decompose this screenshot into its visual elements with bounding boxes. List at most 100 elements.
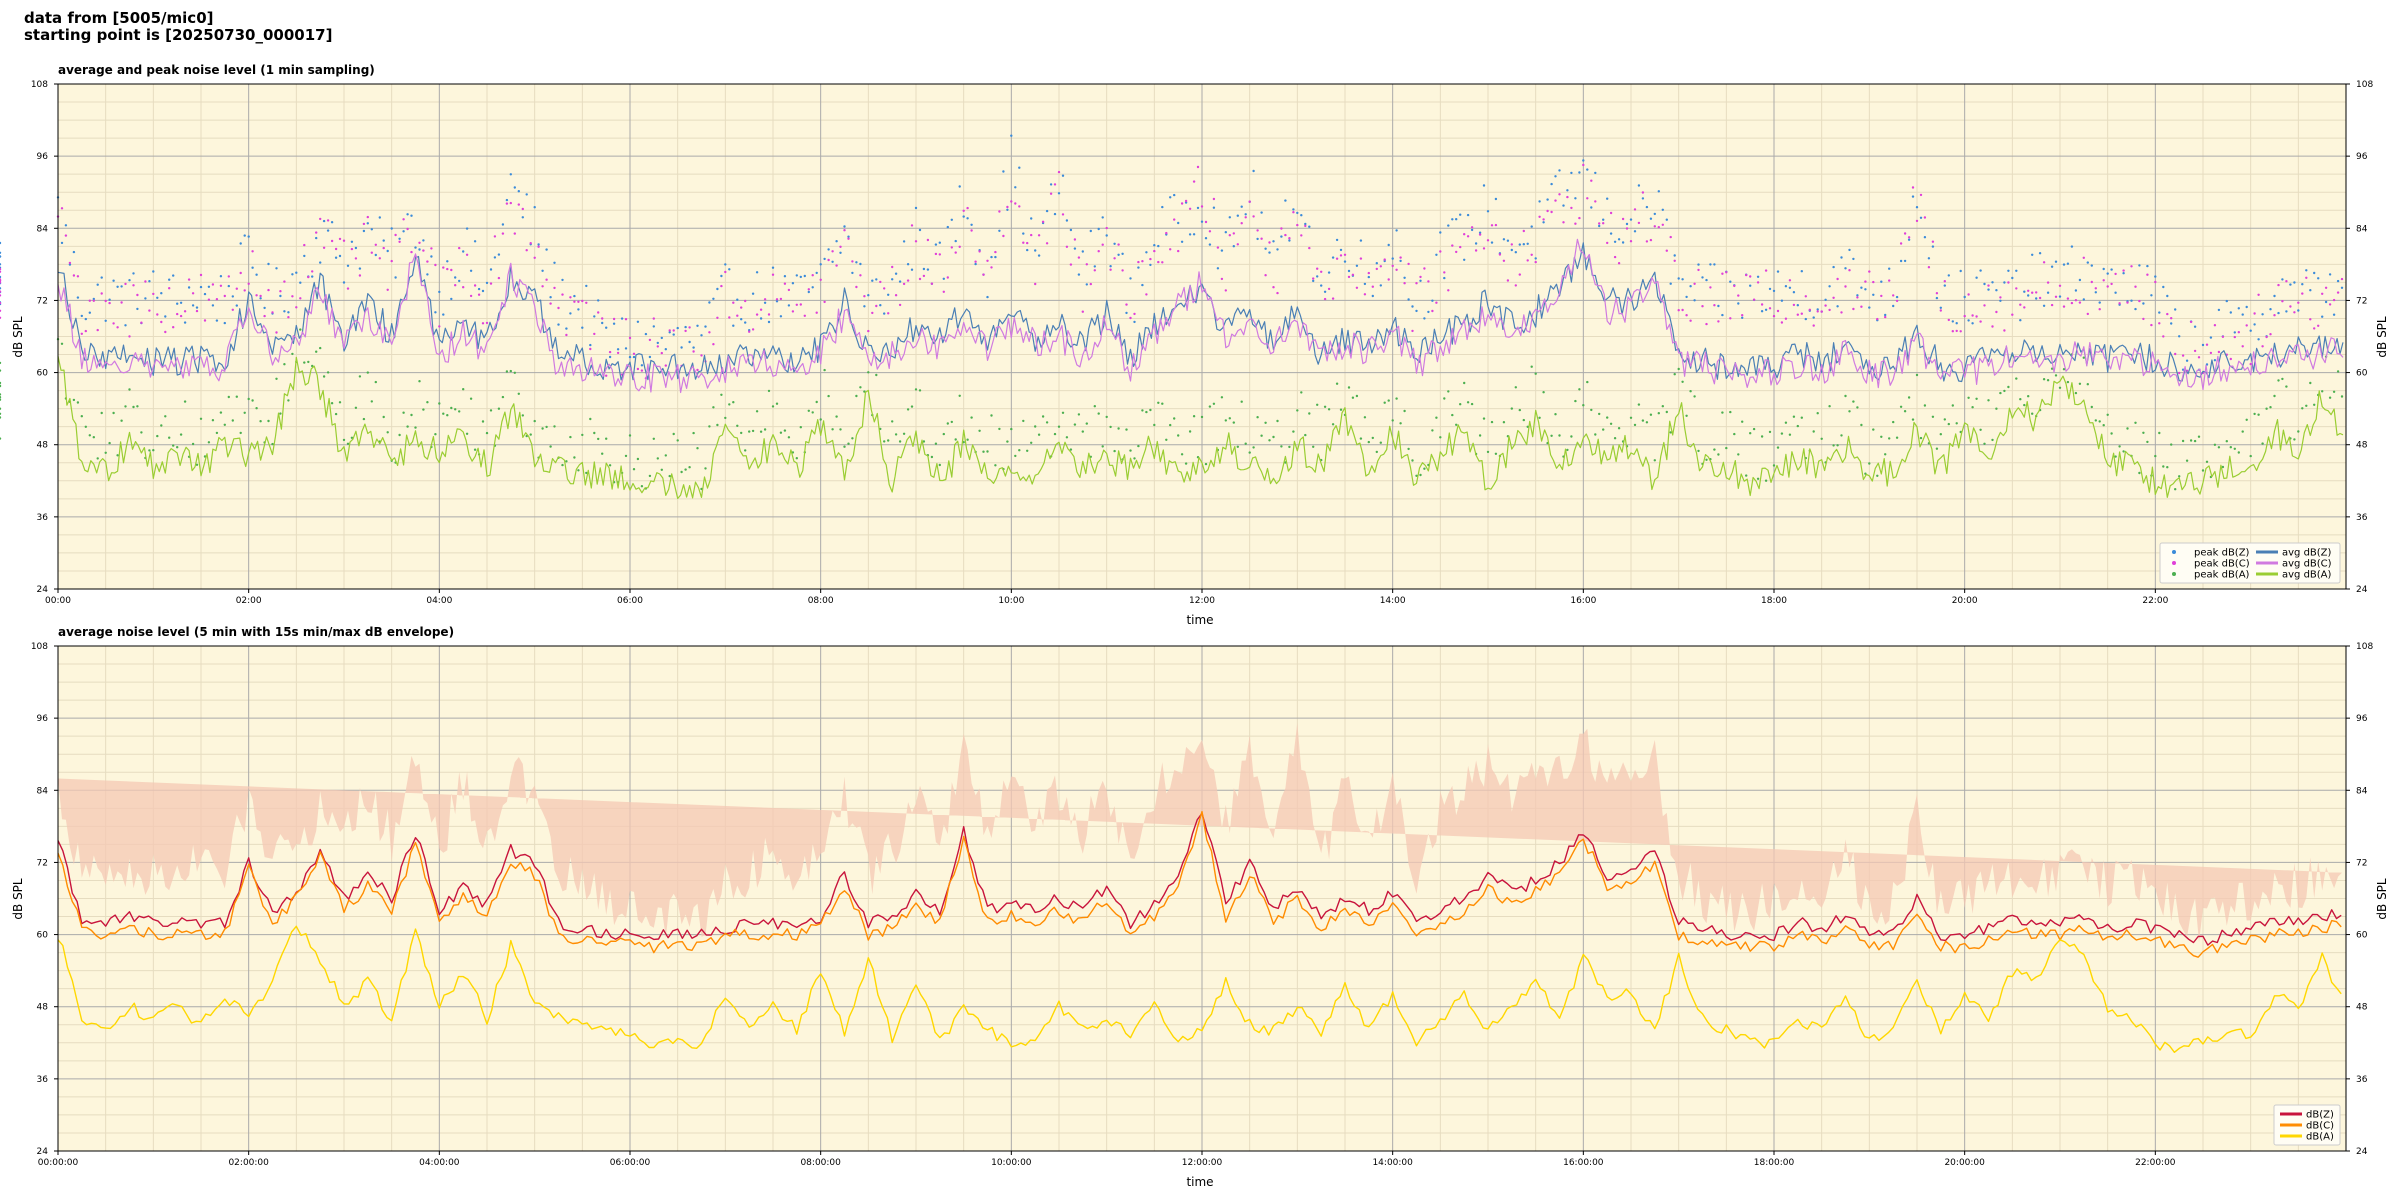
point-peak-db-a- (1073, 423, 1077, 426)
point-peak-db-c- (1101, 243, 1104, 246)
point-peak-db-a- (1788, 433, 1792, 436)
point-peak-db-a- (120, 419, 123, 422)
point-peak-db-z- (1208, 243, 1212, 246)
point-peak-db-c- (1045, 242, 1049, 245)
point-peak-db-z- (2162, 285, 2165, 289)
point-peak-db-a- (2090, 405, 2093, 409)
point-peak-db-a- (1768, 430, 1772, 434)
point-peak-db-c- (787, 288, 791, 292)
point-peak-db-z- (1347, 269, 1351, 273)
bottom-chart-xlabel: time (1186, 1175, 1213, 1189)
point-peak-db-z- (1895, 295, 1899, 299)
point-peak-db-z- (1562, 204, 1565, 207)
point-peak-db-a- (2170, 443, 2173, 446)
point-peak-db-a- (1673, 373, 1676, 376)
point-peak-db-z- (96, 283, 99, 286)
point-peak-db-a- (934, 442, 938, 445)
point-peak-db-c- (2086, 312, 2089, 316)
point-peak-db-z- (358, 267, 362, 270)
point-peak-db-c- (2166, 312, 2169, 316)
point-peak-db-a- (2313, 403, 2316, 406)
point-peak-db-z- (1034, 249, 1037, 252)
point-peak-db-z- (223, 321, 226, 325)
point-peak-db-z- (1204, 237, 1208, 240)
point-peak-db-z- (1506, 239, 1510, 242)
point-peak-db-c- (751, 328, 755, 331)
point-peak-db-a- (831, 428, 834, 431)
point-peak-db-a- (1820, 437, 1823, 440)
point-peak-db-z- (2257, 338, 2260, 341)
point-peak-db-z- (1474, 242, 1478, 245)
point-peak-db-c- (2007, 281, 2010, 284)
point-peak-db-c- (80, 332, 84, 335)
point-peak-db-z- (1466, 213, 1470, 217)
point-peak-db-z- (1093, 265, 1097, 268)
point-peak-db-z- (2245, 305, 2248, 309)
point-peak-db-z- (612, 322, 616, 325)
point-peak-db-z- (1832, 265, 1835, 269)
point-peak-db-a- (2023, 403, 2026, 407)
point-peak-db-c- (636, 367, 640, 371)
point-peak-db-z- (2114, 291, 2117, 294)
point-peak-db-z- (1677, 277, 1680, 280)
point-peak-db-a- (183, 400, 187, 403)
point-peak-db-c- (974, 260, 977, 263)
point-peak-db-c- (124, 282, 127, 286)
point-peak-db-a- (573, 456, 576, 459)
point-peak-db-z- (624, 347, 628, 350)
point-peak-db-c- (1177, 249, 1180, 253)
point-peak-db-a- (2269, 406, 2272, 409)
point-peak-db-c- (914, 240, 918, 243)
point-peak-db-a- (1137, 444, 1140, 448)
point-peak-db-a- (751, 429, 755, 433)
point-peak-db-z- (597, 299, 600, 302)
point-peak-db-c- (1594, 200, 1597, 203)
point-peak-db-z- (1741, 316, 1744, 319)
point-peak-db-z- (176, 302, 179, 305)
point-peak-db-z- (2336, 279, 2340, 283)
point-peak-db-a- (1173, 417, 1176, 420)
point-peak-db-z- (1518, 243, 1522, 246)
point-peak-db-a- (1629, 416, 1633, 419)
point-peak-db-c- (100, 292, 103, 295)
point-peak-db-z- (1486, 210, 1490, 213)
point-peak-db-z- (1788, 286, 1792, 289)
point-peak-db-a- (1312, 445, 1315, 448)
point-peak-db-c- (1979, 320, 1982, 323)
point-peak-db-c- (481, 322, 485, 325)
point-peak-db-c- (2106, 285, 2109, 288)
point-peak-db-c- (1685, 314, 1688, 317)
point-peak-db-z- (398, 237, 401, 240)
point-peak-db-a- (728, 403, 731, 406)
point-peak-db-c- (1752, 298, 1756, 301)
point-peak-db-z- (716, 287, 719, 291)
point-peak-db-a- (2178, 475, 2181, 478)
point-peak-db-c- (1121, 269, 1124, 272)
point-peak-db-z- (1121, 252, 1124, 255)
point-peak-db-z- (1697, 263, 1700, 266)
point-peak-db-z- (1915, 206, 1919, 209)
y-tick-label-left: 36 (37, 1075, 49, 1085)
point-peak-db-a- (1478, 434, 1482, 437)
point-peak-db-a- (513, 371, 516, 374)
point-peak-db-a- (334, 412, 338, 416)
point-peak-db-a- (851, 437, 854, 440)
point-peak-db-z- (708, 301, 711, 304)
point-peak-db-z- (1002, 170, 1005, 173)
point-peak-db-a- (807, 409, 810, 412)
point-peak-db-a- (982, 450, 985, 453)
point-peak-db-c- (2313, 327, 2316, 330)
point-peak-db-z- (898, 280, 902, 283)
point-peak-db-z- (370, 228, 373, 231)
point-peak-db-z- (1633, 230, 1637, 233)
point-peak-db-c- (334, 247, 338, 251)
point-peak-db-z- (692, 346, 695, 349)
point-peak-db-c- (728, 316, 731, 319)
point-peak-db-a- (1729, 410, 1732, 414)
y-tick-label-left: 60 (37, 369, 49, 379)
point-peak-db-a- (1745, 474, 1748, 477)
point-peak-db-a- (2301, 407, 2304, 410)
point-peak-db-z- (831, 260, 834, 263)
point-peak-db-c- (1514, 284, 1518, 287)
point-peak-db-c- (1768, 307, 1772, 310)
